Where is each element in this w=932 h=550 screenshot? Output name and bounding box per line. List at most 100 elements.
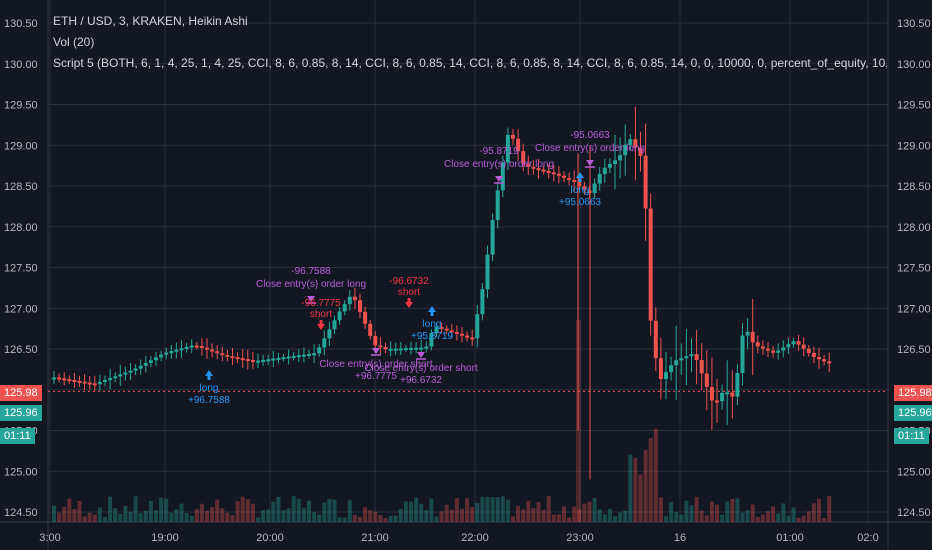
volume-bar xyxy=(434,516,439,522)
volume-bar xyxy=(796,517,801,522)
candle-body xyxy=(776,350,781,353)
candle-body xyxy=(750,331,755,343)
x-axis: 3:00 19:00 20:00 21:00 22:00 23:00 16 01:00 02:0 xyxy=(39,532,878,544)
candle-body xyxy=(444,328,449,331)
volume-bar xyxy=(444,504,449,522)
volume-bar xyxy=(154,510,158,522)
volume-bar xyxy=(419,503,424,522)
candle-body xyxy=(373,335,378,346)
candle-body xyxy=(128,370,133,373)
y-tick-left: 128.00 xyxy=(4,222,38,234)
volume-bar xyxy=(250,503,255,522)
x-tick: 01:00 xyxy=(776,532,804,544)
candle-body xyxy=(225,354,230,357)
volume-bar xyxy=(312,512,317,522)
candle-body xyxy=(271,358,276,361)
volume-bar xyxy=(618,512,623,522)
candle-body xyxy=(409,347,413,350)
candle-body xyxy=(199,345,204,348)
volume-bar xyxy=(653,428,658,522)
candle-body xyxy=(378,345,383,348)
volume-bar xyxy=(337,517,342,522)
candle-body xyxy=(521,151,526,164)
volume-bar xyxy=(271,501,276,522)
volume-bar xyxy=(169,512,174,522)
candle-body xyxy=(684,356,689,359)
volume-bar xyxy=(449,509,454,522)
x-tick: 22:00 xyxy=(461,532,489,544)
legend-script[interactable]: Script 5 (BOTH, 6, 1, 4, 25, 1, 4, 25, C… xyxy=(53,56,887,70)
y-tick-right: 129.00 xyxy=(897,140,931,152)
volume-bar xyxy=(210,507,215,522)
x-tick: 21:00 xyxy=(361,532,389,544)
candle-body xyxy=(546,170,551,173)
volume-bar xyxy=(164,498,169,522)
candle-body xyxy=(490,219,495,255)
volume-bar xyxy=(113,508,118,522)
volume-bar xyxy=(118,513,123,522)
volume-bar xyxy=(592,498,597,522)
volume-bar xyxy=(679,514,684,522)
volume-bar xyxy=(511,516,515,522)
volume-bar xyxy=(638,474,643,522)
right-timer-badge: 01:11 xyxy=(894,428,929,444)
close-arrow-icon xyxy=(307,296,315,302)
candle-body xyxy=(638,147,643,156)
volume-bar xyxy=(750,504,755,522)
legend-volume[interactable]: Vol (20) xyxy=(53,35,95,49)
volume-bar xyxy=(628,454,633,522)
volume-bar xyxy=(429,498,434,522)
right-prev-badge: 125.96 xyxy=(894,405,932,421)
candle-body xyxy=(740,335,745,373)
candle-body xyxy=(526,163,531,167)
candle-body xyxy=(572,179,577,183)
volume-bar xyxy=(546,496,551,522)
candle-body xyxy=(541,169,546,172)
x-tick: 16 xyxy=(674,532,686,544)
y-tick-left: 129.00 xyxy=(4,140,38,152)
volume-bar xyxy=(709,501,714,522)
volume-bar xyxy=(725,501,730,522)
volume-bar xyxy=(215,499,220,522)
close-value: -95.0663 xyxy=(570,130,610,141)
volume-bar xyxy=(720,514,725,522)
candle-body xyxy=(439,326,444,329)
volume-bar xyxy=(179,503,184,522)
candle-body xyxy=(760,346,765,349)
candle-body xyxy=(536,168,541,171)
y-tick-right: 125.00 xyxy=(897,466,931,478)
short-value: -96.6732 xyxy=(389,276,429,287)
legend-symbol[interactable]: ETH / USD, 3, KRAKEN, Heikin Ashi xyxy=(53,14,248,28)
volume-bar xyxy=(296,498,301,522)
candle-body xyxy=(664,372,668,380)
volume-bar xyxy=(174,509,179,522)
candle-body xyxy=(266,359,271,362)
volume-bar xyxy=(745,510,750,522)
close-label: Close entry(s) order long xyxy=(256,279,366,290)
volume-bar xyxy=(658,497,663,522)
long-arrow-icon xyxy=(576,172,584,182)
candle-body xyxy=(730,392,735,397)
y-tick-right: 127.00 xyxy=(897,303,931,315)
candle-body xyxy=(77,380,82,383)
long-arrow-icon xyxy=(205,370,213,380)
x-tick: 19:00 xyxy=(151,532,179,544)
volume-bar xyxy=(460,508,464,522)
candle-body xyxy=(312,353,317,356)
candle-body xyxy=(245,359,250,362)
candle-body xyxy=(827,361,832,364)
candle-body xyxy=(301,354,306,357)
volume-bar xyxy=(822,517,827,522)
y-tick-right: 130.50 xyxy=(897,18,931,30)
candle-body xyxy=(449,330,454,333)
candle-body xyxy=(138,365,143,369)
volume-bar xyxy=(87,512,92,522)
candle-body xyxy=(194,345,199,348)
y-tick-left: 127.00 xyxy=(4,303,38,315)
volume-bar xyxy=(398,508,403,522)
volume-bar xyxy=(664,516,668,522)
volume-bar xyxy=(740,512,745,522)
candle-body xyxy=(296,355,301,358)
candle-body xyxy=(332,320,337,330)
